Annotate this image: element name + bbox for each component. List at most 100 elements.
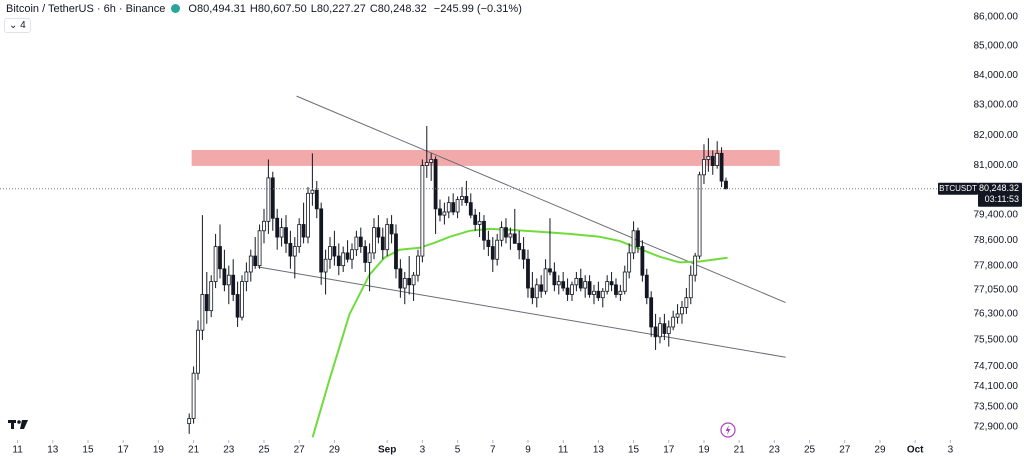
candle-body (680, 307, 684, 315)
candle-body (592, 290, 596, 295)
ohlc-value: 80,227.27 (316, 3, 366, 15)
candle-body (574, 278, 579, 286)
candle-body (429, 159, 434, 163)
indicators-toggle[interactable]: ⌄ 4 (4, 18, 31, 33)
candle-body (213, 246, 218, 283)
indicator-count: 4 (20, 20, 26, 31)
candle-body (693, 255, 698, 276)
y-tick-label: 79,400.00 (974, 210, 1019, 221)
candle-body (187, 418, 192, 425)
change: −245.99 (−0.31%) (433, 3, 522, 15)
candle-body (653, 326, 658, 338)
candle-body (323, 258, 328, 273)
candle-body (495, 239, 500, 260)
candle-body (292, 246, 297, 257)
ohlc-value: 80,494.31 (196, 3, 246, 15)
candle-body (468, 202, 473, 216)
x-tick-label: 29 (874, 445, 886, 456)
candle-body (438, 208, 442, 216)
candle-body (358, 236, 363, 247)
y-tick-label: 76,300.00 (974, 309, 1019, 320)
candle-body (627, 252, 632, 273)
candle-body (231, 274, 236, 295)
ohlc-value: 80,248.32 (377, 3, 427, 15)
candle-body (389, 224, 394, 235)
x-tick-label: 13 (47, 445, 59, 456)
candle-body (350, 249, 354, 260)
candle-body (288, 242, 293, 257)
trendline (296, 95, 786, 304)
x-tick-label: 11 (12, 445, 23, 456)
x-tick-label: 15 (628, 445, 640, 456)
candle-body (570, 284, 574, 295)
candle-body (398, 268, 403, 289)
x-tick-label: 23 (223, 445, 235, 456)
legend-header: Bitcoin / TetherUS · 6h · Binance O80,494… (6, 3, 522, 15)
candle-body (394, 233, 398, 270)
candle-body (319, 208, 324, 273)
candle-body (561, 281, 566, 289)
candle-body (499, 227, 504, 241)
x-tick-label: 5 (455, 445, 461, 456)
candle-body (609, 281, 614, 286)
candle-body (662, 323, 667, 334)
x-tick-label: 3 (420, 445, 426, 456)
y-tick-label: 77,800.00 (974, 260, 1019, 271)
candle-body (385, 224, 390, 251)
candle-body (710, 156, 715, 166)
symbol-title[interactable]: Bitcoin / TetherUS · 6h · Binance (6, 3, 166, 15)
y-tick-label: 75,500.00 (974, 335, 1019, 346)
candle-body (556, 281, 561, 286)
candle-body (332, 246, 337, 257)
candle-body (719, 152, 724, 182)
price-label-bg (978, 182, 1022, 207)
candle-body (578, 278, 583, 289)
x-tick-label: 19 (153, 445, 165, 456)
y-tick-label: 85,000.00 (974, 41, 1019, 52)
candle-body (442, 211, 447, 216)
events-icon[interactable] (720, 422, 736, 438)
y-tick-label: 82,000.00 (974, 130, 1019, 141)
moving-average (311, 227, 728, 438)
candle-body (226, 274, 231, 286)
x-tick-label: Sep (378, 445, 396, 456)
x-tick-label: 13 (593, 445, 605, 456)
candle-body (482, 220, 486, 241)
candle-body (460, 196, 464, 200)
candle-body (191, 372, 196, 419)
candle-body (539, 284, 544, 292)
y-tick-label: 83,000.00 (974, 100, 1019, 111)
candle-body (297, 224, 302, 247)
x-tick-label: 23 (769, 445, 781, 456)
candle-body (266, 177, 271, 222)
candle-body (587, 281, 592, 295)
y-tick-label: 77,050.00 (974, 284, 1019, 295)
candle-body (367, 252, 372, 263)
candle-body (490, 246, 495, 260)
symbol-label-bg (938, 182, 978, 195)
y-tick-label: 73,500.00 (974, 401, 1019, 412)
y-tick-label: 72,900.00 (974, 422, 1019, 433)
candle-body (644, 274, 649, 299)
candle-body (301, 224, 306, 238)
candle-body (675, 313, 680, 318)
candle-body (548, 268, 552, 273)
candle-body (341, 252, 346, 267)
candle-body (328, 246, 332, 260)
candle-body (706, 156, 711, 160)
candle-body (420, 165, 425, 257)
candle-body (279, 227, 284, 238)
price-label: 80,248.32 (979, 183, 1019, 193)
status-dot (171, 4, 181, 13)
y-tick-label: 81,000.00 (974, 160, 1019, 171)
candle-body (262, 220, 266, 232)
candle-body (345, 252, 350, 260)
candle-body (253, 255, 258, 267)
candle-body (218, 246, 222, 270)
candle-body (640, 246, 645, 276)
plot-area (187, 95, 786, 438)
candle-body (688, 274, 693, 299)
y-tick-label: 84,000.00 (974, 70, 1019, 81)
